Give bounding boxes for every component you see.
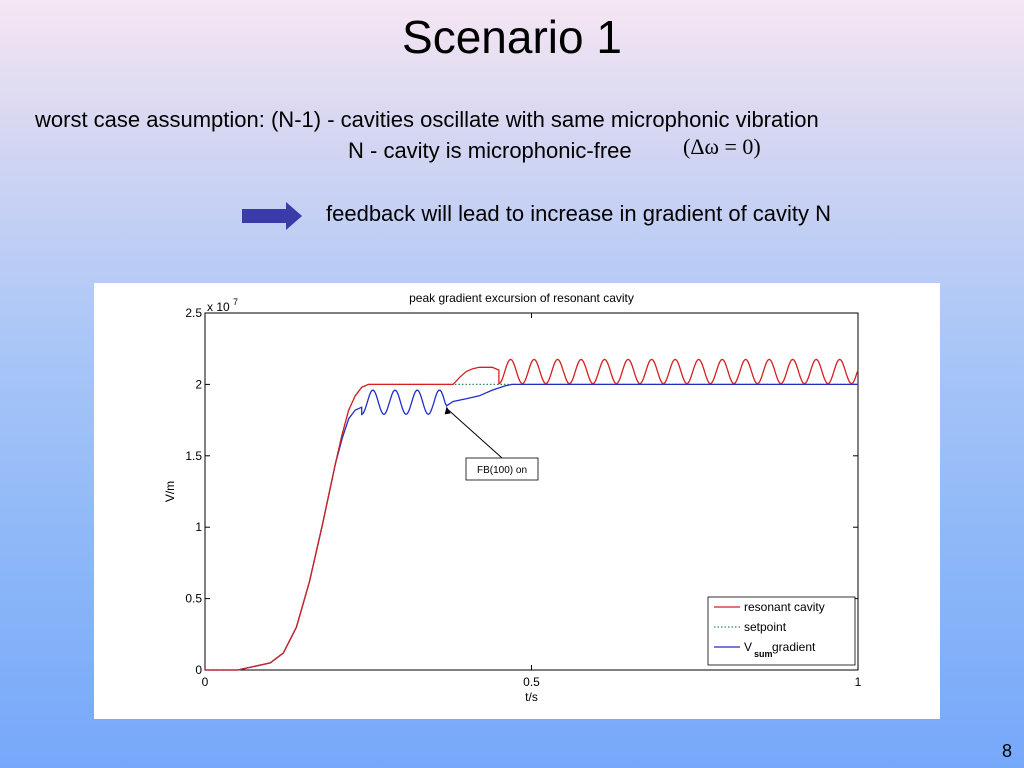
legend-label: resonant cavity — [744, 600, 825, 614]
annotation-text: FB(100) on — [477, 465, 527, 476]
delta-omega-formula: (Δω = 0) — [683, 134, 761, 159]
x-tick-label: 0.5 — [523, 675, 540, 689]
gradient-chart: 0 0.5 1 0 0.5 1 1.5 2 2.5 peak gradient excursion… — [163, 291, 862, 704]
slide-title: Scenario 1 — [402, 11, 622, 63]
worst-case-text: worst case assumption: (N-1) - cavities … — [35, 107, 819, 132]
x-tick-label: 1 — [855, 675, 862, 689]
legend-label-sub: sum — [754, 649, 773, 659]
chart-title: peak gradient excursion of resonant cavi… — [409, 291, 634, 305]
feedback-conclusion-text: feedback will lead to increase in gradie… — [326, 201, 832, 226]
series-resonant-cavity — [205, 358, 859, 671]
legend-label-rest: gradient — [772, 640, 816, 654]
y-tick-label: 0.5 — [185, 592, 202, 606]
legend-label-v: V — [744, 640, 752, 654]
y-tick-label: 2.5 — [185, 306, 202, 320]
y-multiplier-exponent: 7 — [233, 297, 238, 307]
x-tick-label: 0 — [202, 675, 209, 689]
right-arrow-icon — [242, 202, 302, 230]
y-tick-label: 2 — [195, 377, 202, 391]
legend-label: setpoint — [744, 620, 787, 634]
annotation-arrow-line — [446, 408, 503, 459]
legend-box — [707, 596, 856, 666]
y-tick-label: 1 — [195, 520, 202, 534]
y-tick-label: 0 — [195, 663, 202, 677]
annotation-box — [465, 457, 539, 481]
y-tick-label: 1.5 — [185, 449, 202, 463]
microphonic-free-text: N - cavity is microphonic-free — [348, 138, 632, 163]
x-axis-label: t/s — [525, 690, 538, 704]
page-number: 8 — [1001, 741, 1012, 761]
y-multiplier: x 10 — [207, 300, 230, 314]
annotation-arrow-head — [444, 406, 451, 415]
y-axis-label: V/m — [163, 481, 177, 502]
series-vsum-gradient — [205, 383, 858, 671]
chart-figure: 0 0.5 1 0 0.5 1 1.5 2 2.5 peak gradient excursion… — [94, 283, 940, 719]
